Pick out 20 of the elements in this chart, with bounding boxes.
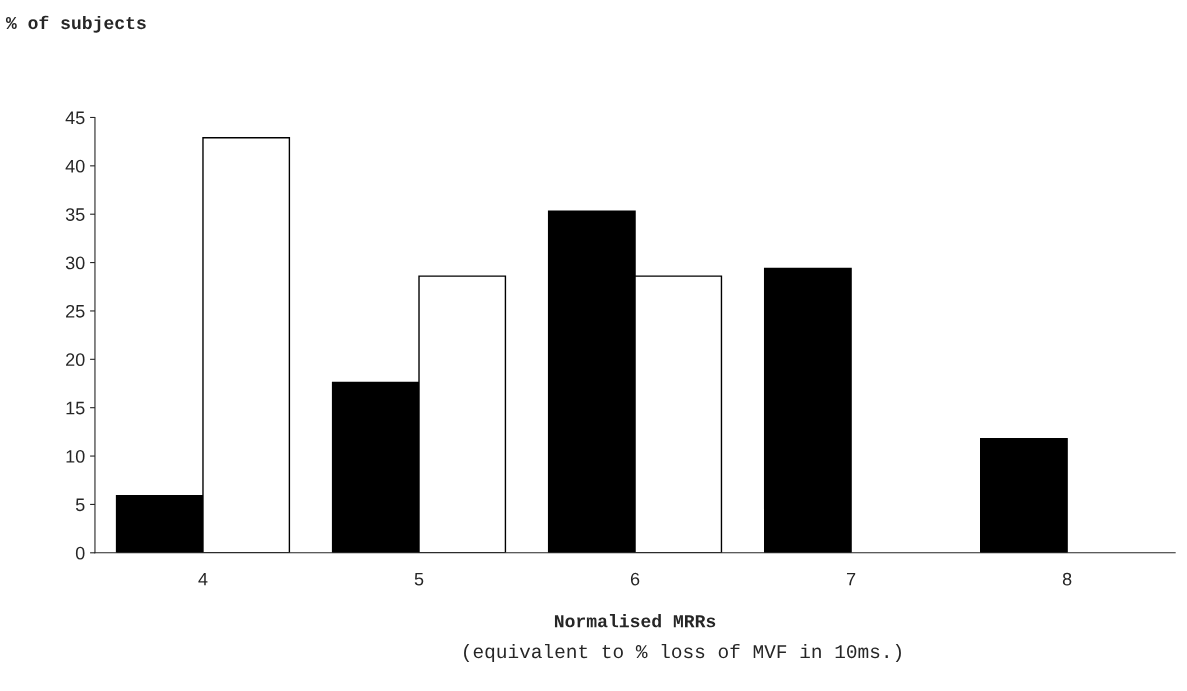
x-tick-label: 5 <box>414 572 424 586</box>
y-tick-label: 15 <box>66 401 85 415</box>
y-tick-label: 5 <box>75 498 85 512</box>
text: (equivalent to % loss of MVF in 10ms.) <box>464 643 901 663</box>
y-tick-label: 20 <box>66 353 85 367</box>
y-tick-label: 35 <box>65 208 85 221</box>
x-axis-title: Normalised MRRs <box>554 614 716 628</box>
x-tick-label: 8 <box>1062 572 1072 586</box>
x-tick-label: 4 <box>198 572 208 586</box>
y-tick-label: 0 <box>75 546 85 560</box>
y-tick-label: 25 <box>66 304 85 318</box>
y-tick-label: 30 <box>65 256 85 270</box>
x-tick-label: 7 <box>846 572 856 586</box>
x-tick-label: 6 <box>630 572 640 586</box>
bar <box>980 437 1068 553</box>
y-tick-label: 10 <box>66 449 85 463</box>
y-tick-label: 45 <box>65 111 85 125</box>
y-axis-title: % of subjects <box>5 15 146 33</box>
bar <box>763 267 852 553</box>
y-tick-label: 40 <box>65 159 85 173</box>
